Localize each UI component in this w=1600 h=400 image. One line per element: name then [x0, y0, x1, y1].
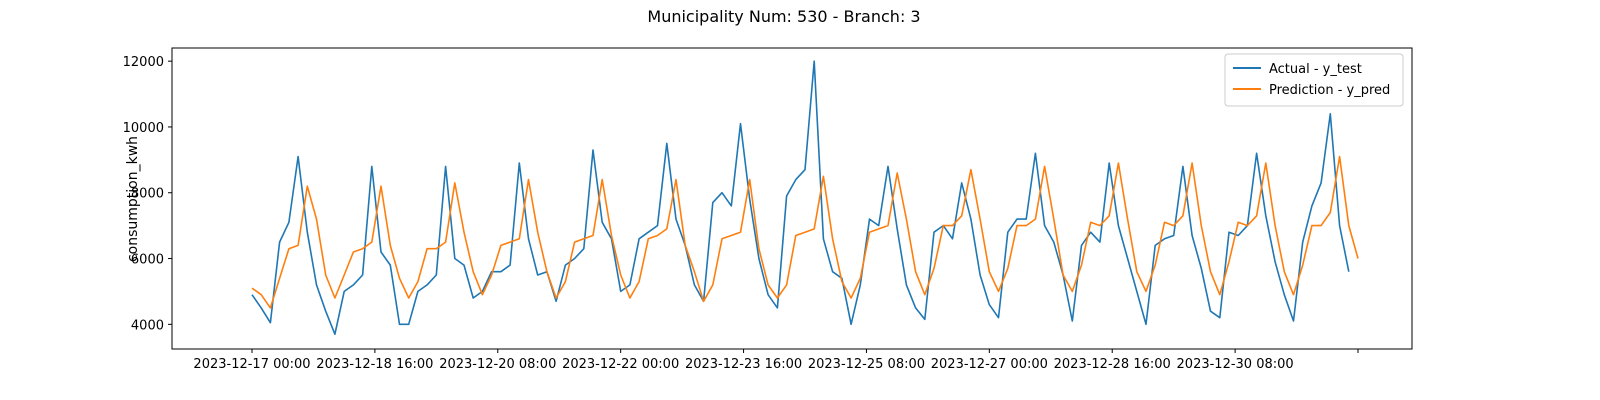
- chart-title: Municipality Num: 530 - Branch: 3: [647, 7, 920, 26]
- legend-label: Prediction - y_pred: [1269, 83, 1390, 98]
- legend: Actual - y_test Prediction - y_pred: [1224, 53, 1404, 107]
- y-axis-label: consumption_kwh: [125, 136, 141, 262]
- x-tick-label: 2023-12-28 16:00: [1054, 357, 1171, 372]
- axes-layer: 4000 6000 8000 10000 12000 2023-12-17 00:00 20…: [123, 47, 1413, 372]
- x-tick-label: 2023-12-23 16:00: [685, 357, 802, 372]
- x-tick-label: 2023-12-17 00:00: [193, 357, 310, 372]
- y-tick-label: 8000: [131, 187, 164, 202]
- y-tick-label: 12000: [123, 55, 164, 70]
- y-tick-label: 10000: [123, 121, 164, 136]
- series-layer: [251, 60, 1359, 336]
- series-line-actual: [251, 60, 1350, 336]
- legend-box: [1224, 53, 1404, 107]
- y-tick-label: 4000: [131, 318, 164, 333]
- x-tick-label: 2023-12-22 00:00: [562, 357, 679, 372]
- x-tick-label: 2023-12-30 08:00: [1177, 357, 1294, 372]
- legend-label: Actual - y_test: [1269, 62, 1362, 77]
- x-tick-label: 2023-12-20 08:00: [439, 357, 556, 372]
- plot-frame: [171, 47, 1413, 350]
- x-tick-label: 2023-12-27 00:00: [931, 357, 1048, 372]
- y-tick-label: 6000: [131, 253, 164, 268]
- series-line-prediction: [251, 155, 1359, 309]
- x-tick-label: 2023-12-25 08:00: [808, 357, 925, 372]
- x-tick-label: 2023-12-18 16:00: [316, 357, 433, 372]
